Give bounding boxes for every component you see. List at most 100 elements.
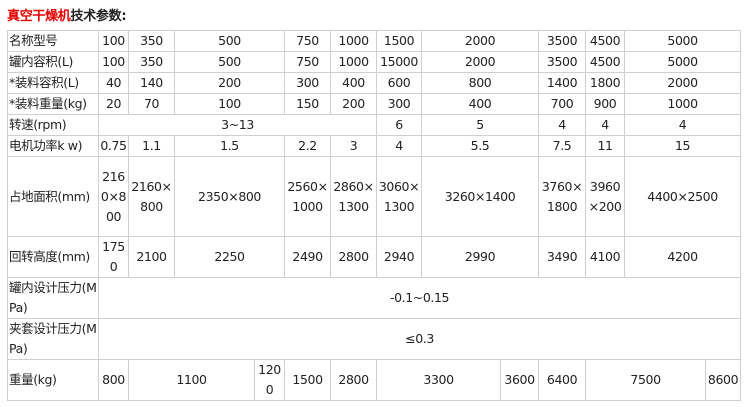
table-cell: 15000 — [376, 51, 423, 73]
row-label: 罐内容积(L) — [7, 51, 99, 73]
table-row: 重量(kg) 800 1100 1200 1500 2800 3300 3600 6400 750… — [7, 359, 742, 401]
table-cell: 3 — [330, 135, 378, 157]
table-row: *装料重量(kg) 20 70 100 150 200 300 400 700 900 1000 — [7, 93, 742, 115]
table-cell: 2490 — [284, 236, 332, 278]
table-cell: 3490 — [538, 236, 587, 278]
table-cell: 140 — [128, 72, 175, 94]
table-cell: 4 — [376, 135, 423, 157]
table-cell: 40 — [98, 72, 129, 94]
page-title: 真空干燥机技术参数: — [7, 5, 127, 24]
table-cell: 2990 — [421, 236, 540, 278]
row-label: 重量(kg) — [7, 359, 99, 401]
table-cell: 500 — [173, 30, 286, 52]
table-row: 罐内容积(L) 100 350 500 750 1000 15000 2000 3500 4500… — [7, 51, 742, 73]
table-cell: 15 — [624, 135, 742, 157]
table-cell: 11 — [585, 135, 626, 157]
table-cell: 700 — [538, 93, 587, 115]
table-cell: 2100 — [128, 236, 175, 278]
table-cell: 3960×200 — [585, 156, 626, 237]
table-cell: 350 — [128, 30, 175, 52]
row-label: 占地面积(mm) — [7, 156, 99, 237]
table-cell: 1500 — [284, 359, 332, 401]
table-cell: 2000 — [421, 30, 540, 52]
table-row: 夹套设计压力(MPa) ≤0.3 — [7, 318, 742, 360]
table-cell: -0.1~0.15 — [97, 277, 742, 319]
table-cell: 6 — [376, 114, 423, 136]
table-cell: 1800 — [585, 72, 626, 94]
table-cell: 4 — [624, 114, 742, 136]
table-cell: 4100 — [585, 236, 626, 278]
table-cell: 2160×800 — [128, 156, 175, 237]
table-cell: 1000 — [330, 30, 378, 52]
table-cell: 0.75 — [98, 135, 129, 157]
table-cell: 1000 — [330, 51, 378, 73]
table-cell: 4 — [585, 114, 626, 136]
table-cell: 3260×1400 — [421, 156, 540, 237]
table-cell: 2000 — [421, 51, 540, 73]
table-cell: 800 — [98, 359, 129, 401]
table-cell: 300 — [376, 93, 423, 115]
table-cell: 100 — [98, 51, 129, 73]
table-cell: 1500 — [376, 30, 423, 52]
table-cell: 350 — [128, 51, 175, 73]
table-cell: 8600 — [705, 359, 742, 401]
row-label: 电机功率k w) — [7, 135, 99, 157]
table-cell: 1200 — [253, 359, 286, 401]
row-label: 转速(rpm) — [7, 114, 99, 136]
row-label: 名称型号 — [7, 30, 99, 52]
table-cell: 2.2 — [284, 135, 332, 157]
table-cell: 7.5 — [538, 135, 587, 157]
table-cell: ≤0.3 — [97, 318, 742, 360]
table-cell: 3500 — [538, 51, 587, 73]
table-cell: 70 — [128, 93, 175, 115]
table-row: 占地面积(mm) 2160×800 2160×800 2350×800 2560×100… — [7, 156, 742, 237]
table-cell: 5.5 — [421, 135, 540, 157]
table-cell: 1100 — [128, 359, 255, 401]
table-cell: 100 — [98, 30, 129, 52]
table-cell: 500 — [173, 51, 286, 73]
table-cell: 4200 — [624, 236, 742, 278]
table-cell: 4500 — [585, 51, 626, 73]
table-cell: 1400 — [538, 72, 587, 94]
table-cell: 7500 — [585, 359, 707, 401]
table-cell: 2800 — [330, 236, 378, 278]
table-cell: 2160×800 — [98, 156, 129, 237]
table-cell: 200 — [173, 72, 286, 94]
table-cell: 3760×1800 — [538, 156, 587, 237]
table-row: 罐内设计压力(MPa) -0.1~0.15 — [7, 277, 742, 319]
table-cell: 3060×1300 — [376, 156, 423, 237]
table-cell: 1750 — [98, 236, 129, 278]
table-cell: 2350×800 — [173, 156, 286, 237]
table-cell: 4500 — [585, 30, 626, 52]
table-cell: 2250 — [173, 236, 286, 278]
table-cell: 600 — [376, 72, 423, 94]
table-cell: 2800 — [330, 359, 378, 401]
row-label: 夹套设计压力(MPa) — [7, 318, 99, 360]
spec-table: 名称型号 100 350 500 750 1000 1500 2000 3500 4500 5000… — [7, 30, 742, 401]
table-cell: 4400×2500 — [624, 156, 742, 237]
table-cell: 5000 — [624, 51, 742, 73]
table-row: 转速(rpm) 3~13 6 5 4 4 4 — [7, 114, 742, 136]
table-cell: 900 — [585, 93, 626, 115]
row-label: 罐内设计压力(MPa) — [7, 277, 99, 319]
table-cell: 6400 — [538, 359, 587, 401]
table-row: 名称型号 100 350 500 750 1000 1500 2000 3500 4500 5000 — [7, 30, 742, 52]
table-cell: 3~13 — [97, 114, 378, 136]
table-cell: 2000 — [624, 72, 742, 94]
table-cell: 150 — [284, 93, 332, 115]
table-cell: 2560×1000 — [284, 156, 332, 237]
table-cell: 750 — [284, 51, 332, 73]
title-suffix: 技术参数: — [70, 9, 127, 24]
table-cell: 3600 — [500, 359, 540, 401]
table-cell: 800 — [421, 72, 540, 94]
table-cell: 400 — [421, 93, 540, 115]
row-label: *装料容积(L) — [7, 72, 99, 94]
table-cell: 1000 — [624, 93, 742, 115]
table-cell: 300 — [284, 72, 332, 94]
table-cell: 4 — [538, 114, 587, 136]
table-cell: 3300 — [376, 359, 502, 401]
table-cell: 20 — [98, 93, 129, 115]
table-row: 回转高度(mm) 1750 2100 2250 2490 2800 2940 2990 3490… — [7, 236, 742, 278]
table-cell: 400 — [330, 72, 378, 94]
title-product: 真空干燥机 — [7, 9, 71, 24]
